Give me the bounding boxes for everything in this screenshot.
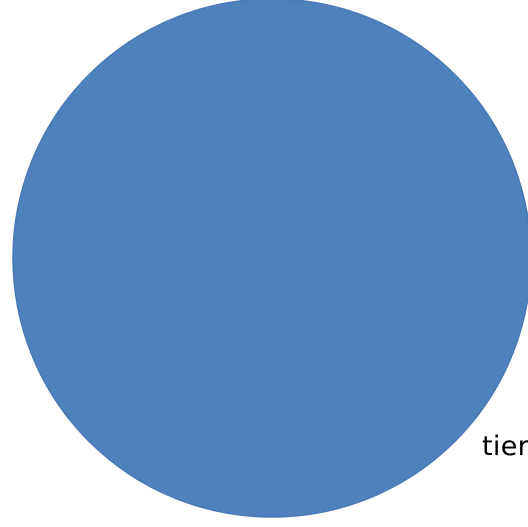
blue-circle — [12, 0, 528, 518]
partial-label: tier — [482, 431, 528, 462]
